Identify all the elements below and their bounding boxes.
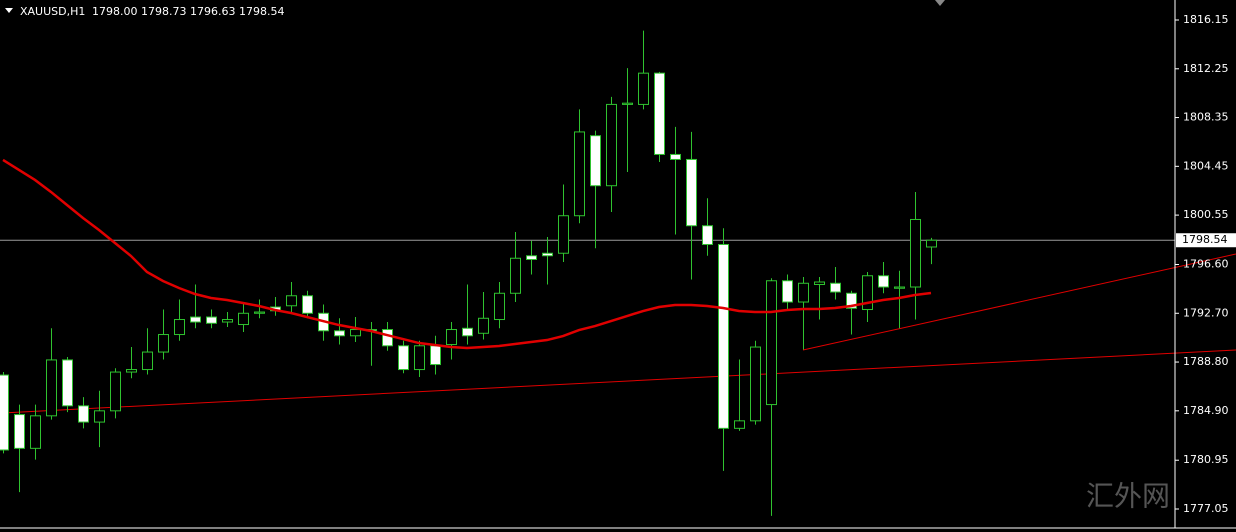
candle-body (30, 415, 41, 449)
candle-body (830, 282, 841, 293)
candle-body (206, 316, 217, 324)
candle-body (654, 72, 665, 155)
candle-body (414, 345, 425, 371)
candle-body (238, 312, 249, 326)
candle-body (254, 311, 265, 314)
candle-body (782, 280, 793, 303)
candle-body (302, 295, 313, 314)
candle-body (94, 410, 105, 423)
candle-body (142, 351, 153, 371)
candle-body (894, 286, 905, 289)
candle-body (606, 103, 617, 187)
candle-body (686, 158, 697, 227)
candle-body (590, 135, 601, 187)
candle-body (14, 414, 25, 449)
trendline (802, 253, 1236, 351)
current-price-label: 1798.54 (1182, 233, 1228, 246)
current-price-box (1176, 233, 1236, 248)
candle-body (862, 275, 873, 311)
candle-body (846, 292, 857, 309)
trendline (0, 349, 1236, 414)
candle-body (750, 346, 761, 422)
candle-body (462, 327, 473, 337)
candle-body (478, 317, 489, 334)
y-tick-label: 1812.25 (1183, 62, 1229, 75)
candle-body (766, 280, 777, 406)
candle-body (62, 359, 73, 407)
candle-body (814, 281, 825, 286)
candle-body (158, 334, 169, 353)
watermark: 汇外网 (1086, 480, 1170, 513)
candle-body (126, 369, 137, 373)
y-tick-label: 1816.15 (1183, 13, 1229, 26)
y-tick-label: 1788.80 (1183, 355, 1229, 368)
candle-body (670, 153, 681, 160)
candle-body (430, 345, 441, 366)
ohlc-text: 1798.00 1798.73 1796.63 1798.54 (92, 5, 284, 18)
y-tick-label: 1792.70 (1183, 306, 1229, 319)
candle-body (494, 292, 505, 321)
candle-body (190, 316, 201, 323)
candle-body (926, 239, 937, 248)
candle-body (542, 252, 553, 257)
candle-body (446, 329, 457, 346)
candle-body (286, 295, 297, 307)
y-tick-label: 1784.90 (1183, 404, 1229, 417)
candle-body (78, 405, 89, 423)
symbol: XAUUSD,H1 (20, 5, 85, 18)
menu-arrow[interactable] (5, 8, 13, 13)
candle-body (878, 275, 889, 288)
y-tick-label: 1808.35 (1183, 111, 1229, 124)
candle-body (46, 359, 57, 417)
candle-body (510, 257, 521, 294)
candle-body (718, 243, 729, 429)
y-tick-label: 1780.95 (1183, 453, 1229, 466)
moving-average (2, 158, 932, 350)
plot-area (0, 30, 1236, 516)
candle-body (0, 374, 9, 451)
candle-body (558, 215, 569, 254)
y-tick-label: 1777.05 (1183, 502, 1229, 515)
y-tick-label: 1800.55 (1183, 208, 1229, 221)
candle-body (398, 345, 409, 371)
candle-body (734, 420, 745, 429)
candle-body (174, 319, 185, 336)
y-tick-label: 1804.45 (1183, 159, 1229, 172)
candle-body (638, 72, 649, 105)
candle-body (110, 371, 121, 412)
candle-body (334, 330, 345, 337)
candle-body (910, 218, 921, 288)
candle-body (222, 319, 233, 323)
candle-body (382, 329, 393, 347)
candle-body (798, 282, 809, 303)
candle-body (350, 329, 361, 337)
candle-body (702, 225, 713, 245)
candle-body (574, 131, 585, 217)
candle-body (526, 255, 537, 260)
y-tick-label: 1796.60 (1183, 258, 1229, 271)
shift-marker (935, 0, 945, 6)
candle-body (622, 102, 633, 105)
